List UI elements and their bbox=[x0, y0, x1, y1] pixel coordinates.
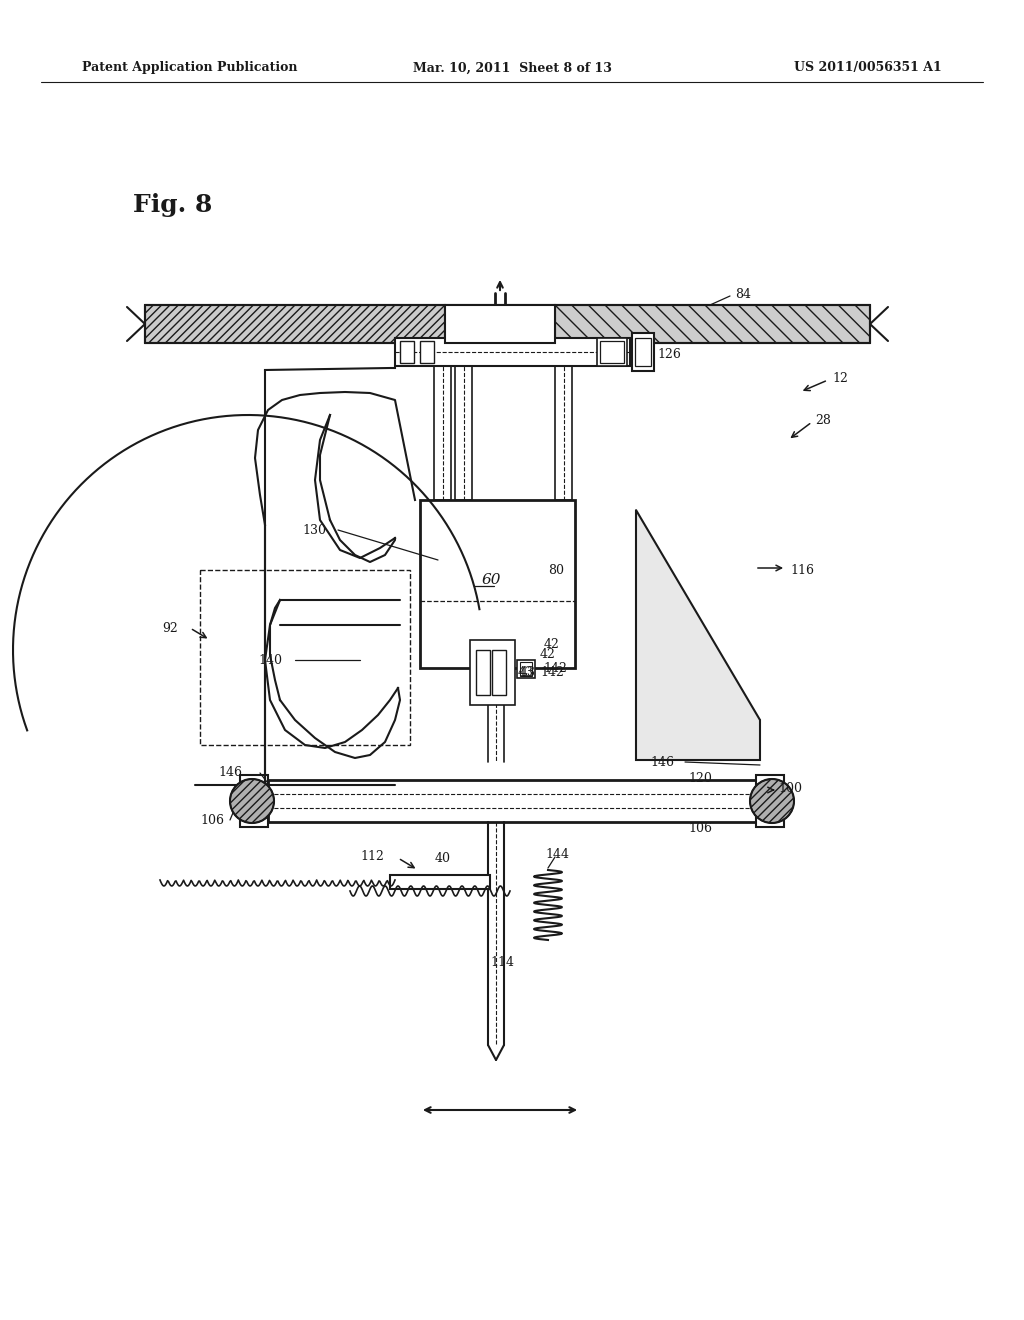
Text: 144: 144 bbox=[545, 849, 569, 862]
Text: Patent Application Publication: Patent Application Publication bbox=[82, 62, 298, 74]
Text: 120: 120 bbox=[688, 771, 712, 784]
Bar bbox=[632, 333, 654, 371]
Text: 92: 92 bbox=[162, 622, 178, 635]
Text: 43: 43 bbox=[518, 667, 534, 680]
Bar bbox=[434, 343, 451, 500]
Text: 140: 140 bbox=[258, 653, 282, 667]
Circle shape bbox=[750, 779, 794, 822]
Text: 40: 40 bbox=[435, 851, 451, 865]
Text: US 2011/0056351 A1: US 2011/0056351 A1 bbox=[795, 62, 942, 74]
Text: 42: 42 bbox=[540, 648, 556, 661]
Text: 43: 43 bbox=[520, 665, 536, 678]
Text: 80: 80 bbox=[548, 564, 564, 577]
Text: 100: 100 bbox=[778, 781, 802, 795]
Text: 114: 114 bbox=[490, 956, 514, 969]
Bar bbox=[200, 570, 410, 744]
Bar bbox=[756, 775, 784, 828]
Text: 12: 12 bbox=[831, 371, 848, 384]
Bar bbox=[476, 649, 490, 696]
Bar bbox=[420, 341, 434, 363]
Text: 116: 116 bbox=[790, 564, 814, 577]
Bar bbox=[420, 500, 575, 668]
Text: 60: 60 bbox=[482, 573, 502, 587]
Text: 106: 106 bbox=[688, 821, 712, 834]
Bar bbox=[492, 649, 506, 696]
Bar bbox=[597, 338, 627, 366]
Text: Mar. 10, 2011  Sheet 8 of 13: Mar. 10, 2011 Sheet 8 of 13 bbox=[413, 62, 611, 74]
Text: 42: 42 bbox=[544, 639, 560, 652]
Bar bbox=[600, 341, 624, 363]
Bar bbox=[400, 341, 414, 363]
Bar bbox=[520, 663, 532, 676]
Bar bbox=[635, 338, 651, 366]
Text: 112: 112 bbox=[360, 850, 384, 862]
Bar bbox=[268, 780, 756, 822]
Text: Fig. 8: Fig. 8 bbox=[133, 193, 212, 216]
Bar bbox=[390, 875, 490, 888]
Text: 84: 84 bbox=[735, 289, 751, 301]
Text: 142: 142 bbox=[543, 661, 567, 675]
Text: 130: 130 bbox=[302, 524, 326, 536]
Circle shape bbox=[230, 779, 274, 822]
Bar bbox=[145, 305, 445, 343]
Bar bbox=[555, 343, 572, 500]
Bar bbox=[555, 305, 870, 343]
Bar bbox=[455, 343, 472, 500]
Bar bbox=[470, 640, 515, 705]
Text: 126: 126 bbox=[657, 348, 681, 362]
Bar bbox=[395, 338, 630, 366]
Bar bbox=[517, 660, 535, 678]
Bar bbox=[240, 775, 268, 828]
Text: 106: 106 bbox=[200, 813, 224, 826]
Bar bbox=[445, 305, 555, 343]
Text: 146: 146 bbox=[218, 767, 242, 780]
Text: 28: 28 bbox=[815, 413, 830, 426]
Text: 142: 142 bbox=[540, 665, 564, 678]
Text: 146: 146 bbox=[650, 755, 674, 768]
Polygon shape bbox=[636, 510, 760, 760]
